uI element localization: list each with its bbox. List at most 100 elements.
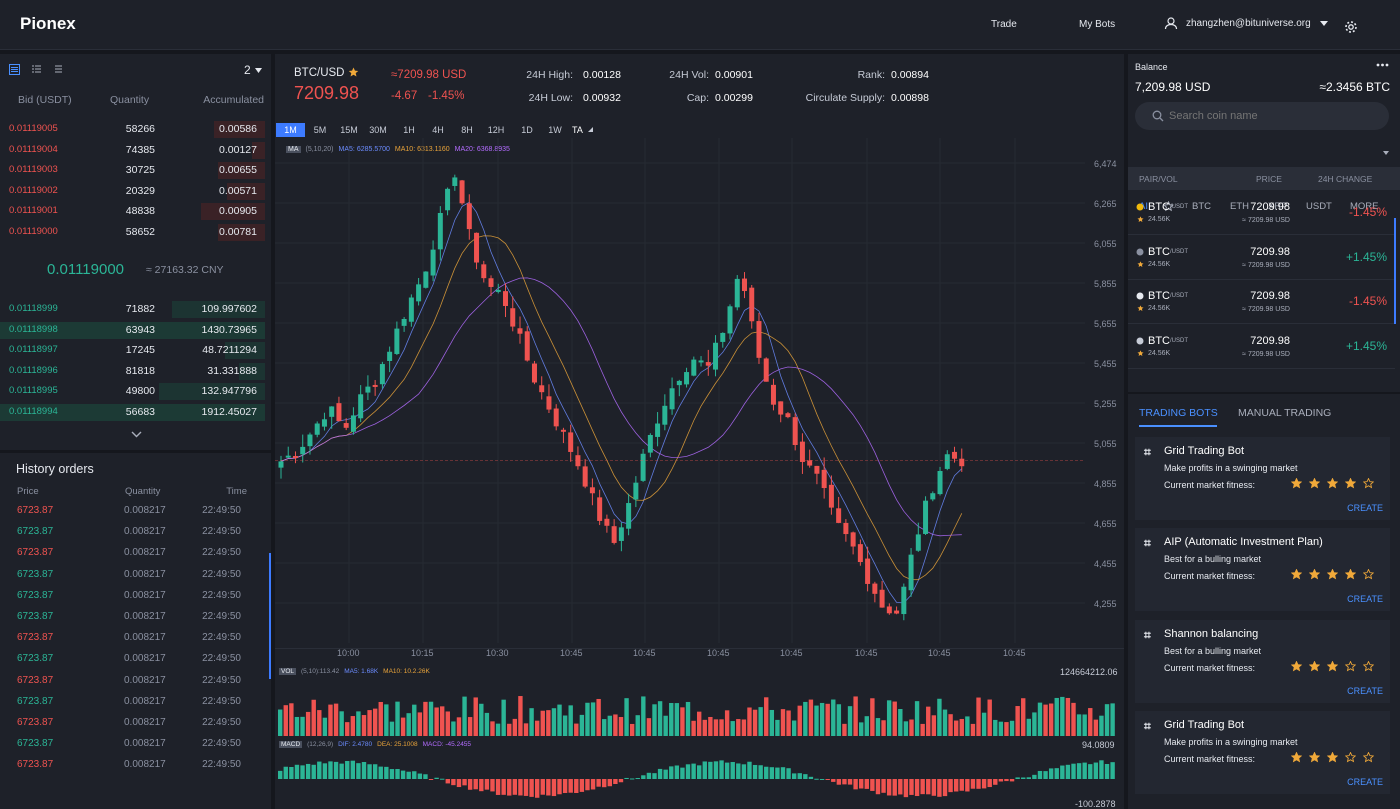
- market-tab-ai[interactable]: AI: [1139, 201, 1148, 212]
- timeframe-1d[interactable]: 1D: [521, 125, 533, 135]
- history-price: 6723.87: [17, 505, 54, 516]
- asks-view-icon[interactable]: [53, 64, 64, 75]
- favorite-star-icon[interactable]: [1137, 305, 1144, 312]
- favorites-tab-icon[interactable]: [1163, 201, 1174, 212]
- price-chart[interactable]: [275, 138, 1124, 666]
- favorite-star-icon[interactable]: [1137, 261, 1144, 268]
- tab-manual-trading[interactable]: MANUAL TRADING: [1238, 407, 1332, 419]
- bot-create-button[interactable]: CREATE: [1347, 594, 1383, 605]
- bot-create-button[interactable]: CREATE: [1347, 685, 1383, 696]
- nav-my-bots[interactable]: My Bots: [1079, 19, 1116, 30]
- timeframe-1m[interactable]: 1M: [276, 123, 305, 137]
- more-options-icon[interactable]: [1376, 63, 1389, 67]
- history-time: 22:49:50: [202, 632, 241, 644]
- favorite-star-icon[interactable]: [1137, 216, 1144, 223]
- bid-row[interactable]: 0.01118998 63943 1430.73965: [0, 320, 265, 341]
- market-tab-more[interactable]: MORE: [1350, 201, 1379, 212]
- timeframe-15m[interactable]: 15M: [340, 125, 358, 135]
- ask-row[interactable]: 0.01119002 20329 0.00571: [0, 181, 265, 202]
- bitcoin-icon: [1136, 203, 1144, 211]
- bot-card[interactable]: ⌗ Shannon balancing Best for a bulling mar…: [1135, 619, 1390, 703]
- macd-bar: [663, 769, 668, 779]
- bot-card[interactable]: ⌗ Grid Trading Bot Make profits in a swing…: [1135, 437, 1390, 520]
- ask-row[interactable]: 0.01119005 58266 0.00586: [0, 119, 265, 140]
- chevron-down-icon[interactable]: [131, 431, 142, 438]
- ta-caret-icon[interactable]: [588, 127, 593, 132]
- history-scrollbar[interactable]: [269, 553, 271, 679]
- ask-row[interactable]: 0.01119001 48838 0.00905: [0, 201, 265, 222]
- favorite-star-icon[interactable]: [348, 67, 359, 78]
- macd-bar: [819, 778, 825, 780]
- ask-row[interactable]: 0.01119004 74385 0.00127: [0, 140, 265, 161]
- bot-create-button[interactable]: CREATE: [1347, 503, 1383, 513]
- macd-bar: [518, 779, 523, 796]
- nav-trade[interactable]: Trade: [991, 19, 1017, 30]
- bot-card[interactable]: ⌗ AIP (Automatic Investment Plan) Best for…: [1135, 528, 1390, 612]
- macd-bar: [596, 779, 601, 787]
- macd-bar: [942, 779, 948, 797]
- ta-button[interactable]: TA: [572, 125, 583, 135]
- market-tab-eth[interactable]: ETH: [1230, 201, 1249, 212]
- bid-row[interactable]: 0.01118994 56683 1912.45027: [0, 402, 265, 423]
- favorite-star-icon[interactable]: [1137, 350, 1144, 357]
- bids-view-icon[interactable]: [31, 64, 42, 75]
- depth-caret-icon[interactable]: [255, 68, 262, 73]
- volume-bar: [713, 719, 719, 736]
- y-tick-label: 4,855: [1094, 479, 1117, 489]
- both-sides-view-icon[interactable]: [9, 64, 20, 75]
- ask-row[interactable]: 0.01119003 30725 0.00655: [0, 160, 265, 181]
- col-24h-change[interactable]: 24H CHANGE: [1318, 174, 1373, 184]
- candle-body: [546, 396, 552, 410]
- bid-row[interactable]: 0.01118999 71882 109.997602: [0, 299, 265, 320]
- user-menu[interactable]: zhangzhen@bituniverse.org: [1164, 16, 1329, 30]
- history-row: 6723.87 0.008217 22:49:50: [0, 505, 265, 525]
- timeframe-5m[interactable]: 5M: [313, 125, 327, 135]
- timeframe-12h[interactable]: 12H: [487, 125, 505, 135]
- logo[interactable]: Pionex: [20, 14, 76, 33]
- market-row[interactable]: BTC/USDT 24.56K 7209.98 ≈ 7209.98 USD +1.45%: [1128, 325, 1395, 370]
- macd-bar: [529, 779, 534, 797]
- bid-row[interactable]: 0.01118996 81818 31.331888: [0, 361, 265, 382]
- market-row[interactable]: BTC/USDT 24.56K 7209.98 ≈ 7209.98 USD -1.45%: [1128, 191, 1395, 235]
- col-pair-vol[interactable]: PAIR/VOL: [1139, 174, 1178, 184]
- timeframe-1h[interactable]: 1H: [403, 125, 415, 135]
- market-row[interactable]: BTC/USDT 24.56K 7209.98 ≈ 7209.98 USD -1.45%: [1128, 280, 1395, 325]
- bot-card[interactable]: ⌗ Grid Trading Bot Make profits in a swing…: [1135, 710, 1390, 794]
- macd-bar: [831, 779, 836, 782]
- timeframe-1w[interactable]: 1W: [548, 125, 562, 135]
- market-row[interactable]: BTC/USDT 24.56K 7209.98 ≈ 7209.98 USD +1.45%: [1128, 236, 1395, 280]
- candle-body: [445, 188, 451, 211]
- col-price[interactable]: PRICE: [1256, 174, 1282, 184]
- volume-bar: [328, 704, 333, 736]
- macd-bar: [356, 763, 361, 779]
- timeframe-30m[interactable]: 30M: [369, 125, 387, 135]
- more-caret-icon[interactable]: [1383, 151, 1389, 155]
- candle-body: [763, 358, 769, 382]
- market-tab-usdt[interactable]: USDT: [1306, 201, 1332, 212]
- volume-bar: [724, 710, 730, 736]
- bot-hash-icon: ⌗: [1144, 536, 1151, 551]
- bid-row[interactable]: 0.01118997 17245 48.7211294: [0, 340, 265, 361]
- candle-body: [705, 362, 711, 366]
- market-tab-xrp[interactable]: XRP: [1268, 201, 1288, 212]
- macd-chart[interactable]: [275, 750, 1124, 809]
- gear-icon[interactable]: [1344, 20, 1358, 34]
- depth-select[interactable]: 2: [244, 63, 251, 77]
- bid-depth-bar: [172, 301, 265, 318]
- y-tick-label: 5,855: [1094, 279, 1117, 289]
- coin-search-input[interactable]: [1169, 107, 1379, 125]
- volume-bar: [719, 719, 724, 736]
- bid-row[interactable]: 0.01118995 49800 132.947796: [0, 381, 265, 402]
- ask-row[interactable]: 0.01119000 58652 0.00781: [0, 222, 265, 243]
- coin-search-box[interactable]: [1135, 102, 1389, 130]
- timeframe-8h[interactable]: 8H: [461, 125, 473, 135]
- market-tab-btc[interactable]: BTC: [1192, 201, 1211, 212]
- tab-trading-bots[interactable]: TRADING BOTS: [1139, 407, 1218, 419]
- macd-bar: [462, 779, 467, 786]
- markets-scrollbar[interactable]: [1394, 218, 1396, 324]
- volume-chart[interactable]: [275, 678, 1124, 738]
- bot-create-button[interactable]: CREATE: [1347, 776, 1383, 787]
- timeframe-4h[interactable]: 4H: [432, 125, 444, 135]
- volume-bar: [574, 723, 579, 736]
- history-qty: 0.008217: [124, 505, 166, 516]
